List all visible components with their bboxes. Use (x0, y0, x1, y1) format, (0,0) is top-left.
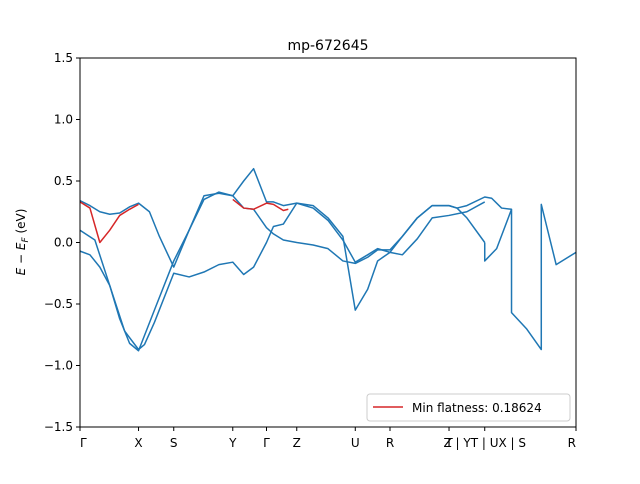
x-tick-label: R (568, 436, 576, 450)
x-tick-label: Z (293, 436, 301, 450)
chart-title: mp-672645 (287, 38, 368, 54)
y-tick-label: −1.0 (44, 359, 73, 373)
band-line (79, 191, 486, 352)
y-tick-label: 0.0 (54, 236, 73, 250)
x-tick-label: S (170, 436, 178, 450)
band-line (483, 203, 577, 351)
x-tick-group: Γ X S Y Γ Z U R TZ | YT | UX | S R (79, 427, 577, 450)
y-tick-label: 1.5 (54, 51, 73, 65)
x-tick-label: Γ (263, 436, 270, 450)
x-tick-label: Y (228, 436, 237, 450)
y-tick-label: 1.0 (54, 113, 73, 127)
flat-band-line (79, 201, 139, 244)
band-line (79, 167, 512, 268)
x-tick-label: Γ (80, 436, 87, 450)
y-axis-label: E − EF (eV) (14, 209, 31, 276)
x-tick-label: X (134, 436, 142, 450)
x-tick-label: R (386, 436, 394, 450)
y-axis-label-main: E − E (14, 242, 28, 275)
series-group (79, 167, 577, 352)
y-axis-label-sub: F (21, 237, 31, 243)
plot-frame (79, 57, 577, 428)
y-axis-label-unit: (eV) (14, 209, 28, 238)
y-tick-label: −0.5 (44, 297, 73, 311)
legend-box (366, 393, 571, 422)
y-tick-label: 0.5 (54, 174, 73, 188)
legend-label: Min flatness: 0.18624 (412, 401, 542, 415)
y-tick-label: −1.5 (44, 420, 73, 434)
x-tick-label: T (444, 436, 453, 450)
legend: Min flatness: 0.18624 (366, 393, 571, 422)
flat-band-line (232, 198, 289, 212)
x-tick-label: Z | YT | UX | S (443, 436, 526, 450)
band-line (79, 201, 486, 351)
x-tick-label: U (351, 436, 360, 450)
y-tick-group: −1.5 −1.0 −0.5 0.0 0.5 1.0 1.5 (44, 51, 80, 434)
